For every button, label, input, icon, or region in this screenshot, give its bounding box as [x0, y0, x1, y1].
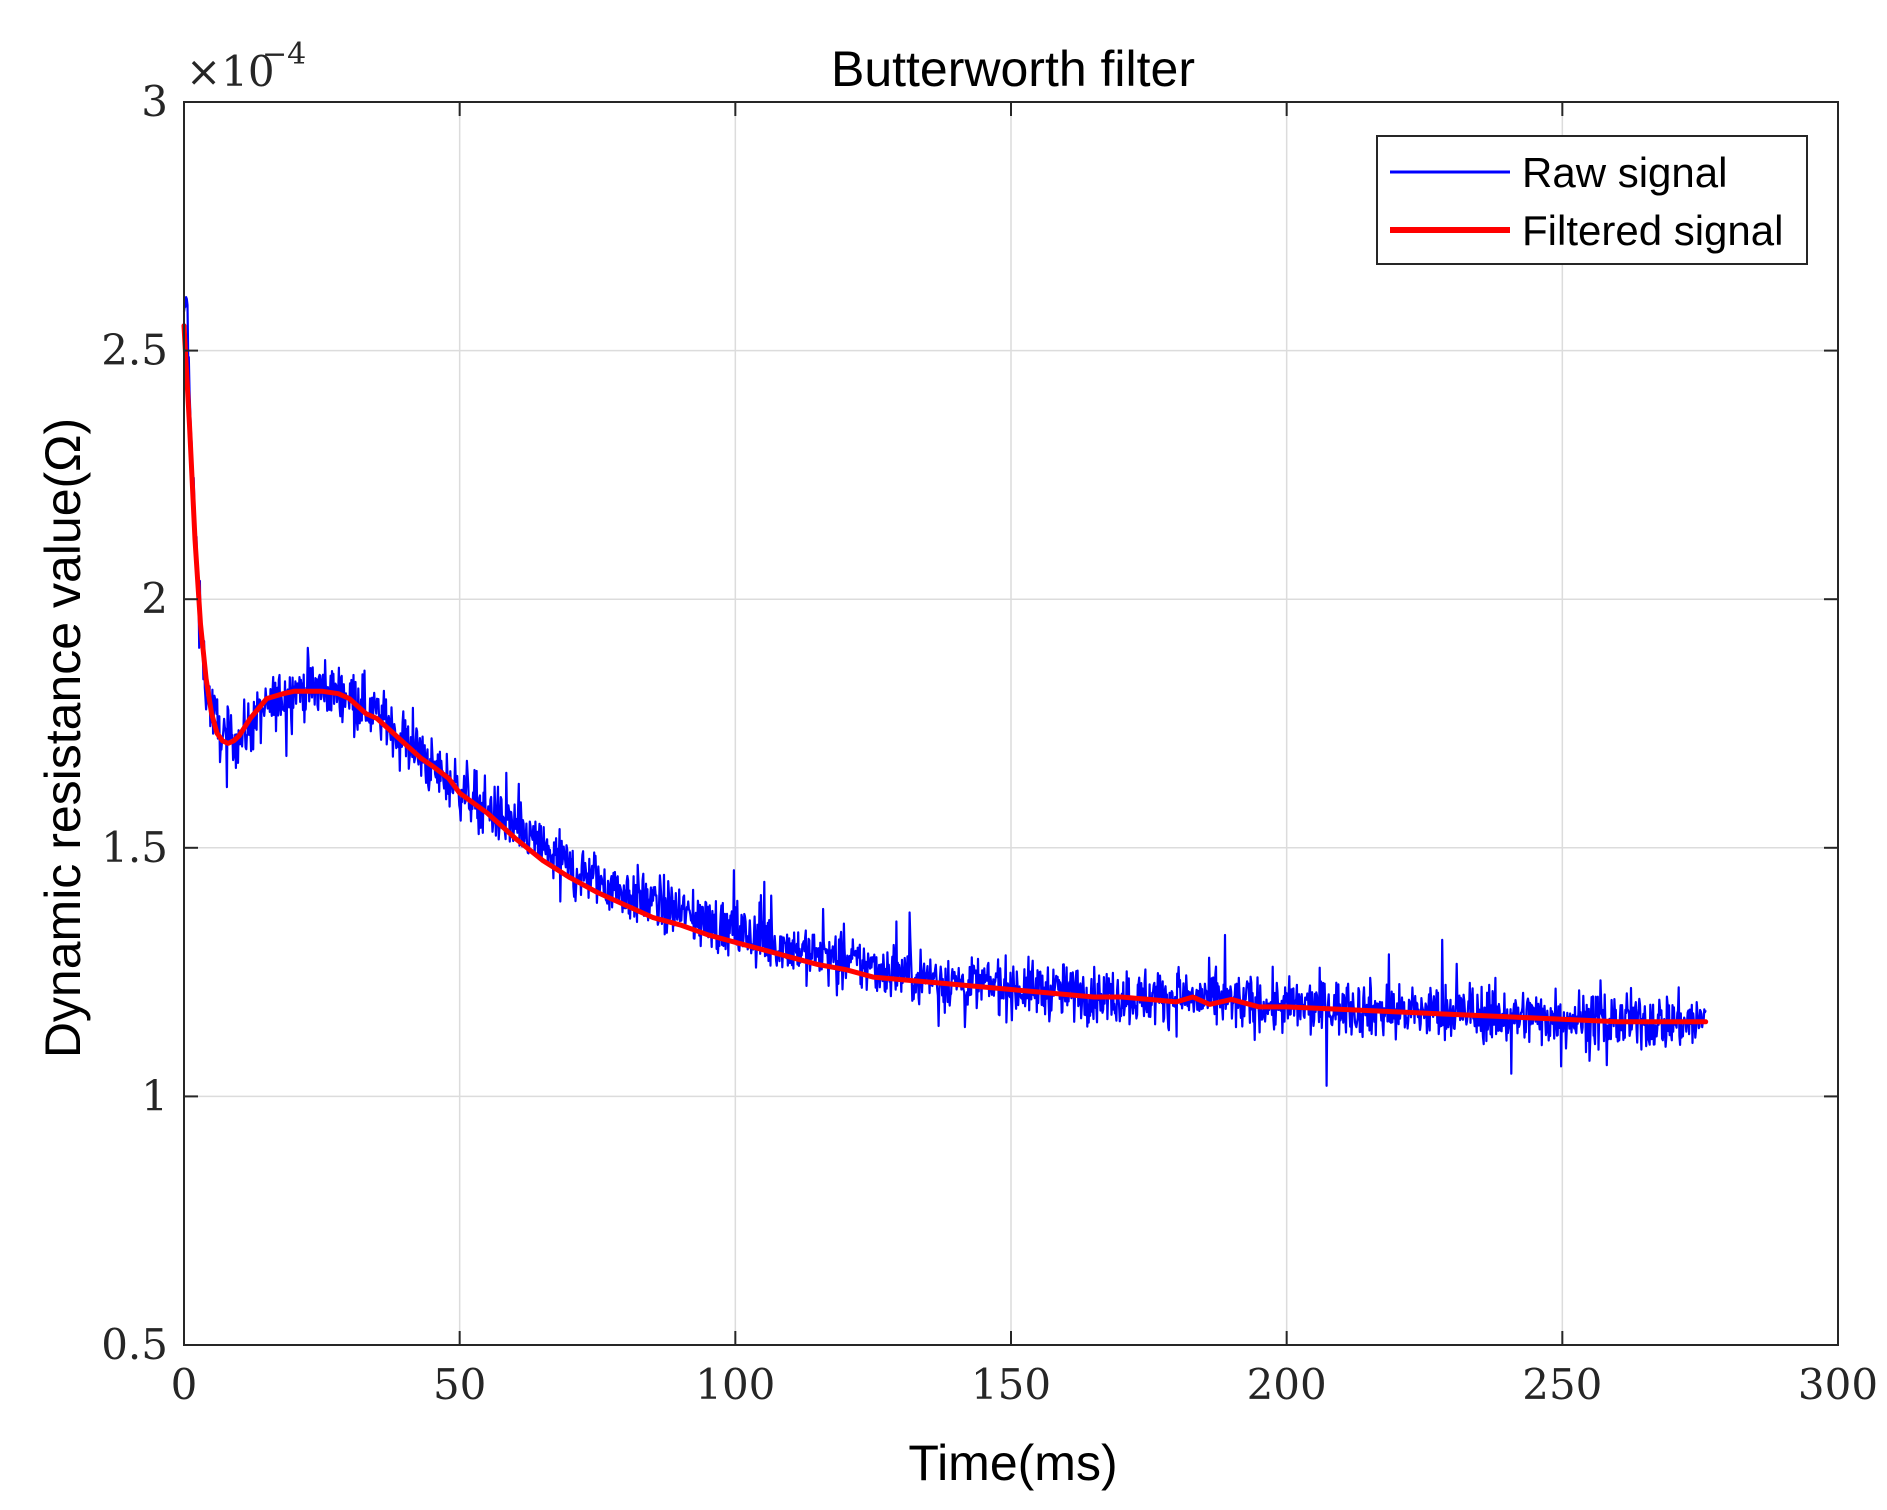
x-tick-label: 300: [1798, 1360, 1878, 1409]
x-tick-label: 0: [171, 1360, 198, 1409]
legend-filtered-signal-label: Filtered signal: [1522, 207, 1783, 254]
x-tick-label: 250: [1522, 1360, 1602, 1409]
x-tick-label: 50: [433, 1360, 486, 1409]
raw-signal-line: [182, 296, 1707, 1087]
exponent-label: ×10 −4: [186, 37, 306, 96]
y-axis-label: Dynamic resistance value(Ω): [35, 418, 91, 1058]
legend-box: [1376, 135, 1808, 265]
y-tick-label: 3: [141, 77, 168, 126]
y-tick-label: 1: [141, 1071, 168, 1120]
y-tick-label: 1.5: [101, 823, 168, 872]
filtered-signal-line: [181, 323, 1709, 1025]
x-axis-label: Time(ms): [908, 1435, 1117, 1491]
chart-title: Butterworth filter: [831, 41, 1195, 97]
x-tick-label: 100: [695, 1360, 775, 1409]
ticks: 0 50 100 150 200 250 300 0.5 1 1.5 2 2.5 3: [101, 77, 1878, 1409]
y-tick-label: 0.5: [101, 1320, 168, 1369]
legend: Raw signal Filtered signal: [1376, 135, 1808, 265]
y-tick-label: 2: [141, 574, 168, 623]
y-tick-label: 2.5: [101, 326, 168, 375]
exponent-base: ×10: [186, 47, 275, 96]
x-tick-label: 150: [971, 1360, 1051, 1409]
series-layer: [181, 296, 1709, 1087]
legend-raw-signal-label: Raw signal: [1522, 149, 1727, 196]
exponent-power: −4: [262, 37, 306, 72]
x-tick-label: 200: [1247, 1360, 1327, 1409]
grid: [183, 101, 1839, 1346]
